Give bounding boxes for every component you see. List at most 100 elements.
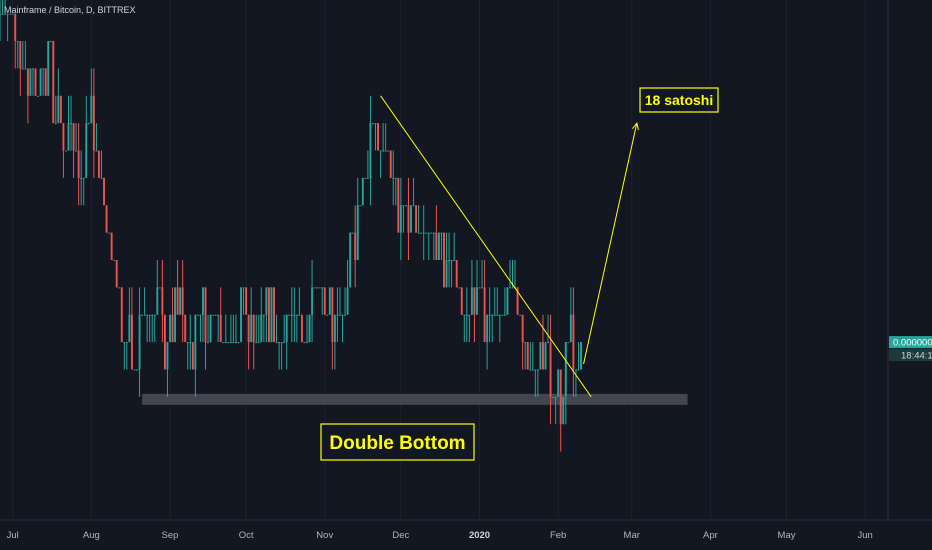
candle-body[interactable] <box>123 342 126 344</box>
candle-body[interactable] <box>214 314 217 316</box>
candle-body[interactable] <box>468 314 471 316</box>
candle-body[interactable] <box>394 177 397 179</box>
candle-body[interactable] <box>549 342 552 397</box>
candle-body[interactable] <box>564 342 567 397</box>
candle-body[interactable] <box>229 342 232 344</box>
candle-body[interactable] <box>161 287 164 315</box>
candle-body[interactable] <box>191 342 194 370</box>
candle-body[interactable] <box>435 232 438 260</box>
candle-body[interactable] <box>65 150 67 152</box>
candle-body[interactable] <box>493 314 496 316</box>
candle-body[interactable] <box>488 314 491 316</box>
candle-body[interactable] <box>141 314 144 316</box>
candle-body[interactable] <box>293 314 296 316</box>
candle-body[interactable] <box>273 287 275 343</box>
candle-body[interactable] <box>100 177 103 179</box>
candle-body[interactable] <box>448 260 451 261</box>
candle-body[interactable] <box>420 232 423 234</box>
candle-body[interactable] <box>217 314 220 316</box>
candle-body[interactable] <box>235 342 237 344</box>
candle-body[interactable] <box>450 260 453 261</box>
candle-body[interactable] <box>250 314 253 343</box>
candle-body[interactable] <box>483 287 486 343</box>
candle-body[interactable] <box>275 342 278 344</box>
candle-body[interactable] <box>572 314 575 370</box>
candle-body[interactable] <box>105 205 108 233</box>
candle-body[interactable] <box>166 342 169 370</box>
candle-body[interactable] <box>209 314 212 343</box>
candle-body[interactable] <box>199 314 202 316</box>
projection-arrow[interactable] <box>583 123 638 365</box>
candle-body[interactable] <box>158 287 161 289</box>
candle-body[interactable] <box>11 13 14 15</box>
candle-body[interactable] <box>184 314 187 343</box>
candle-body[interactable] <box>410 205 412 233</box>
target-callout[interactable]: 18 satoshi <box>639 87 719 113</box>
candle-body[interactable] <box>97 150 100 178</box>
candle-body[interactable] <box>67 123 70 151</box>
candle-body[interactable] <box>339 314 341 316</box>
candle-body[interactable] <box>108 232 111 234</box>
candle-body[interactable] <box>455 260 458 288</box>
candle-body[interactable] <box>92 95 95 151</box>
candle-body[interactable] <box>354 232 357 260</box>
candle-body[interactable] <box>369 123 372 178</box>
candle-body[interactable] <box>49 41 52 43</box>
candle-body[interactable] <box>4 13 7 15</box>
candle-body[interactable] <box>580 342 582 370</box>
candle-body[interactable] <box>478 287 481 289</box>
candle-body[interactable] <box>245 287 248 315</box>
candle-body[interactable] <box>559 369 562 425</box>
candle-body[interactable] <box>372 123 374 125</box>
candle-body[interactable] <box>336 314 339 316</box>
candle-body[interactable] <box>186 342 189 344</box>
candle-body[interactable] <box>539 342 542 370</box>
candle-body[interactable] <box>562 396 565 425</box>
candle-body[interactable] <box>80 177 83 179</box>
candle-body[interactable] <box>125 342 128 344</box>
candle-body[interactable] <box>138 314 141 370</box>
candle-body[interactable] <box>404 205 407 207</box>
candle-body[interactable] <box>331 287 334 343</box>
candle-body[interactable] <box>59 95 62 124</box>
candle-body[interactable] <box>346 287 349 315</box>
candle-body[interactable] <box>496 314 499 316</box>
candle-body[interactable] <box>77 150 80 178</box>
candle-body[interactable] <box>567 342 570 344</box>
candle-body[interactable] <box>326 314 329 316</box>
candle-body[interactable] <box>44 68 47 96</box>
candle-body[interactable] <box>21 68 24 70</box>
candle-body[interactable] <box>526 342 529 370</box>
candle-body[interactable] <box>531 369 534 371</box>
candle-body[interactable] <box>90 95 93 124</box>
candle-body[interactable] <box>222 342 225 344</box>
candle-body[interactable] <box>473 287 476 315</box>
candle-body[interactable] <box>356 205 359 260</box>
candle-body[interactable] <box>389 150 392 178</box>
candle-body[interactable] <box>103 177 105 206</box>
candle-body[interactable] <box>534 369 537 371</box>
candle-body[interactable] <box>524 342 527 344</box>
candle-body[interactable] <box>179 287 182 315</box>
candle-body[interactable] <box>544 342 547 370</box>
candle-body[interactable] <box>82 177 85 179</box>
candle-body[interactable] <box>417 232 420 234</box>
candle-body[interactable] <box>54 123 57 125</box>
candle-body[interactable] <box>460 287 463 315</box>
candle-body[interactable] <box>349 232 352 288</box>
pattern-callout[interactable]: Double Bottom <box>320 423 475 461</box>
candle-body[interactable] <box>212 314 215 316</box>
candle-body[interactable] <box>313 287 316 289</box>
candle-body[interactable] <box>443 232 445 288</box>
downtrend-line[interactable] <box>380 95 592 398</box>
candle-body[interactable] <box>453 260 456 261</box>
candle-body[interactable] <box>519 314 522 316</box>
candle-body[interactable] <box>511 287 514 289</box>
candle-body[interactable] <box>308 314 311 343</box>
candle-body[interactable] <box>75 150 78 152</box>
candle-body[interactable] <box>476 287 478 315</box>
candle-body[interactable] <box>481 287 484 289</box>
candle-body[interactable] <box>130 314 133 370</box>
candle-body[interactable] <box>72 123 75 151</box>
